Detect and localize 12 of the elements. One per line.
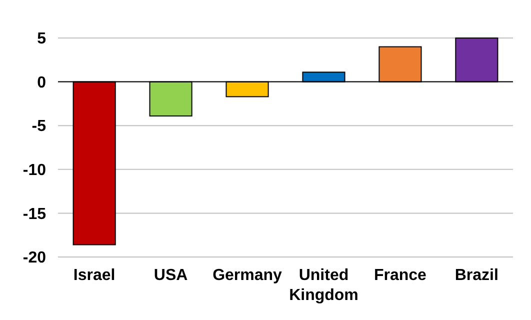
x-tick-label: France: [374, 267, 427, 284]
x-tick-label: Brazil: [454, 267, 498, 284]
x-tick-label: United Kingdom: [289, 267, 358, 304]
x-tick-label: Israel: [73, 267, 116, 284]
x-tick-label: USA: [154, 267, 188, 284]
y-tick-label: -20: [22, 250, 46, 267]
y-tick-label: 5: [37, 30, 46, 48]
y-tick-label: -15: [22, 206, 46, 223]
y-tick-label: -5: [32, 118, 46, 136]
y-tick-label: 0: [37, 74, 46, 92]
y-tick-label: -10: [22, 162, 46, 179]
x-tick-label: Germany: [212, 267, 282, 284]
